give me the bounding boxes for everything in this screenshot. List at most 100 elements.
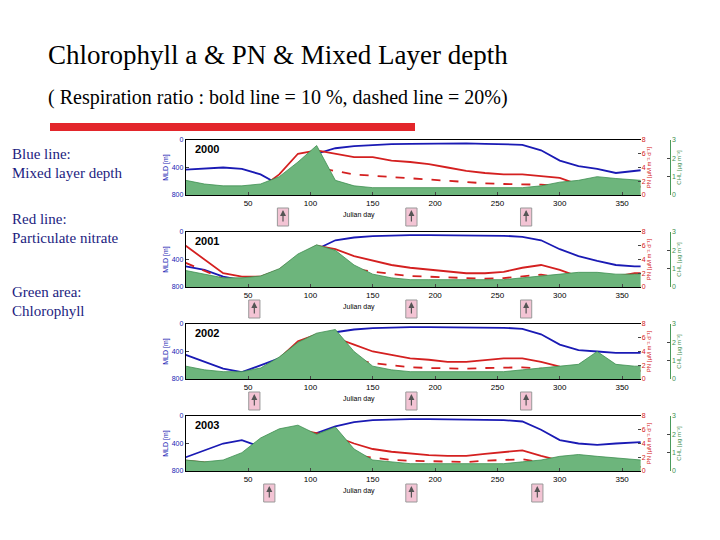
svg-text:Julian day: Julian day [343,487,375,495]
svg-text:350: 350 [615,291,629,300]
svg-text:1: 1 [672,357,676,364]
svg-text:250: 250 [491,199,505,208]
svg-text:0: 0 [179,228,183,235]
svg-text:0: 0 [672,283,676,290]
svg-text:300: 300 [553,291,567,300]
svg-text:800: 800 [172,283,184,290]
html-text:Chlorophyll a & PN & Mixed Lay: Chlorophyll a & PN & Mixed Layer depth [48,40,508,70]
svg-text:1: 1 [672,265,676,272]
html-text:Blue line:: Blue line: [12,146,71,162]
svg-text:0: 0 [672,467,676,474]
svg-text:300: 300 [553,383,567,392]
svg-text:PN [µM m⁻² d⁻¹]: PN [µM m⁻² d⁻¹] [646,238,652,280]
svg-text:3: 3 [672,228,676,235]
svg-text:4: 4 [642,256,646,263]
svg-text:100: 100 [304,475,318,484]
svg-text:2: 2 [642,454,646,461]
svg-text:800: 800 [172,467,184,474]
svg-text:2: 2 [672,247,676,254]
svg-text:PN [µM m⁻² d⁻¹]: PN [µM m⁻² d⁻¹] [646,422,652,464]
svg-text:150: 150 [366,383,380,392]
svg-text:800: 800 [172,191,184,198]
svg-text:0: 0 [179,412,183,419]
svg-text:Julian day: Julian day [343,303,375,311]
svg-text:400: 400 [172,348,184,355]
svg-text:200: 200 [428,199,442,208]
svg-text:150: 150 [366,199,380,208]
svg-text:2002: 2002 [195,327,219,339]
svg-text:0: 0 [179,136,183,143]
svg-text:50: 50 [244,383,253,392]
svg-text:0: 0 [672,191,676,198]
svg-text:3: 3 [672,412,676,419]
svg-text:0: 0 [672,375,676,382]
svg-text:6: 6 [642,242,646,249]
svg-text:8: 8 [642,412,646,419]
html-text:Mixed layer depth: Mixed layer depth [12,165,122,181]
svg-text:6: 6 [642,150,646,157]
svg-text:CHL [µg m⁻³]: CHL [µg m⁻³] [676,242,682,277]
svg-text:8: 8 [642,136,646,143]
svg-text:50: 50 [244,475,253,484]
svg-text:MLD [m]: MLD [m] [162,338,170,365]
svg-text:200: 200 [428,291,442,300]
svg-text:1: 1 [672,173,676,180]
svg-text:2: 2 [642,178,646,185]
svg-text:100: 100 [304,199,318,208]
svg-text:2001: 2001 [195,235,219,247]
svg-text:PN [µM m⁻² d⁻¹]: PN [µM m⁻² d⁻¹] [646,330,652,372]
svg-text:350: 350 [615,475,629,484]
svg-text:2: 2 [642,270,646,277]
svg-text:2: 2 [672,339,676,346]
svg-text:0: 0 [642,283,646,290]
svg-text:350: 350 [615,383,629,392]
svg-text:300: 300 [553,199,567,208]
svg-text:8: 8 [642,320,646,327]
svg-text:250: 250 [491,383,505,392]
svg-text:350: 350 [615,199,629,208]
svg-text:400: 400 [172,164,184,171]
svg-text:400: 400 [172,440,184,447]
svg-text:3: 3 [672,136,676,143]
svg-text:CHL [µg m⁻³]: CHL [µg m⁻³] [676,150,682,185]
svg-text:0: 0 [642,375,646,382]
svg-text:300: 300 [553,475,567,484]
svg-text:1: 1 [672,449,676,456]
svg-text:250: 250 [491,475,505,484]
svg-text:800: 800 [172,375,184,382]
svg-text:8: 8 [642,228,646,235]
svg-text:2: 2 [672,155,676,162]
svg-text:2003: 2003 [195,419,219,431]
svg-text:MLD [m]: MLD [m] [162,430,170,457]
svg-text:PN [µM m⁻² d⁻¹]: PN [µM m⁻² d⁻¹] [646,146,652,188]
svg-text:150: 150 [366,291,380,300]
svg-text:200: 200 [428,383,442,392]
svg-text:400: 400 [172,256,184,263]
svg-text:4: 4 [642,348,646,355]
svg-text:2: 2 [672,431,676,438]
svg-text:100: 100 [304,383,318,392]
svg-text:CHL [µg m⁻³]: CHL [µg m⁻³] [676,334,682,369]
svg-text:MLD [m]: MLD [m] [162,246,170,273]
svg-text:0: 0 [642,191,646,198]
svg-text:3: 3 [672,320,676,327]
svg-text:0: 0 [179,320,183,327]
html-text:( Respiration ratio : bold lin: ( Respiration ratio : bold line = 10 %, … [48,86,508,108]
svg-text:2: 2 [642,362,646,369]
svg-text:0: 0 [642,467,646,474]
svg-text:Julian day: Julian day [343,211,375,219]
svg-text:100: 100 [304,291,318,300]
svg-text:CHL [µg m⁻³]: CHL [µg m⁻³] [676,426,682,461]
svg-text:MLD [m]: MLD [m] [162,154,170,181]
svg-text:4: 4 [642,440,646,447]
svg-text:200: 200 [428,475,442,484]
svg-text:150: 150 [366,475,380,484]
svg-text:2000: 2000 [195,143,219,155]
svg-text:6: 6 [642,426,646,433]
svg-text:6: 6 [642,334,646,341]
svg-text:4: 4 [642,164,646,171]
svg-text:250: 250 [491,291,505,300]
svg-text:50: 50 [244,199,253,208]
svg-text:50: 50 [244,291,253,300]
svg-text:Julian day: Julian day [343,395,375,403]
